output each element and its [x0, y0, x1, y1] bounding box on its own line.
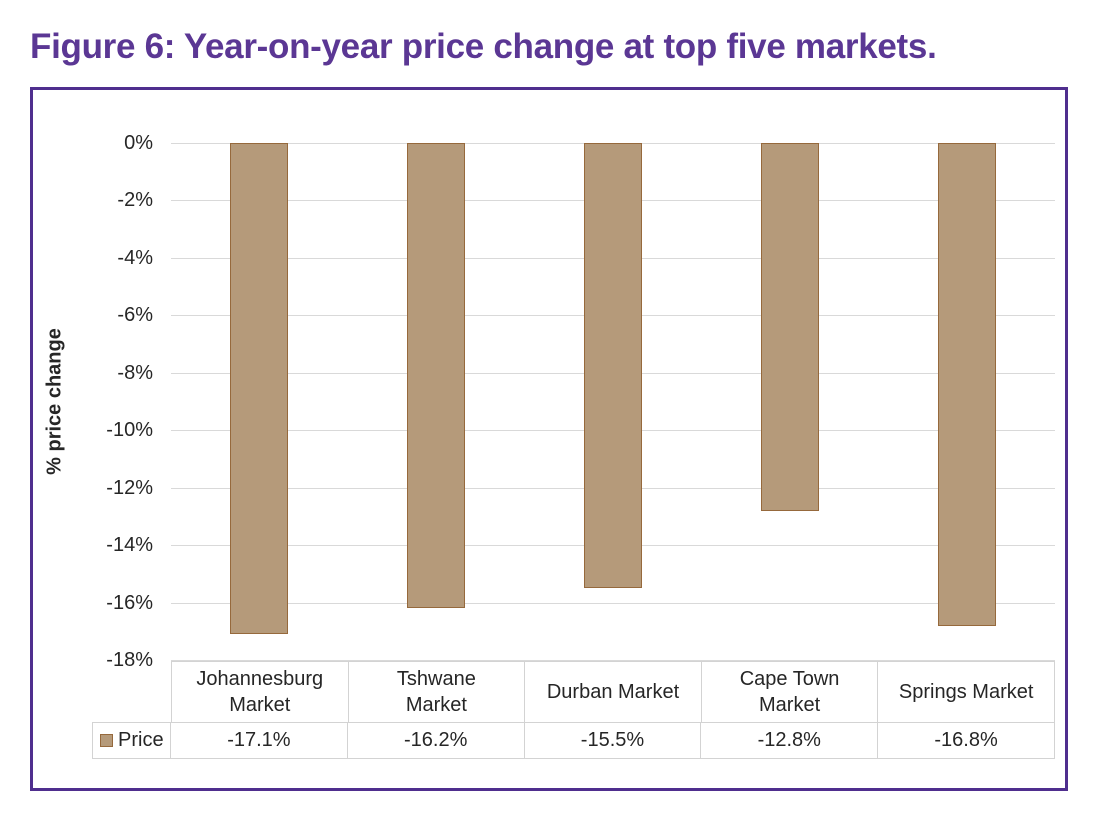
gridline — [171, 602, 1055, 604]
y-axis-title: % price change — [43, 328, 66, 475]
y-tick-label: -6% — [117, 304, 153, 327]
y-tick-label: -10% — [106, 419, 153, 442]
bar-durban-market — [584, 143, 642, 589]
y-axis-tick-labels: 0% -2% -4% -6% -8% -10% -12% -14% -16% -18% — [91, 132, 161, 671]
y-tick-label: -16% — [106, 591, 153, 614]
y-tick-label: -2% — [117, 189, 153, 212]
table-value-cell: -15.5% — [524, 722, 702, 759]
bar-johannesburg-market — [230, 143, 289, 635]
bar-cape-town-market — [760, 143, 819, 511]
table-header-cell: Cape Town Market — [702, 662, 879, 722]
bar-tshwane-market — [407, 143, 466, 609]
bar-springs-market — [937, 143, 996, 626]
y-tick-label: -14% — [106, 534, 153, 557]
table-value-cell: -16.2% — [347, 722, 525, 759]
legend-label: Price — [118, 729, 164, 751]
plot-area — [171, 143, 1055, 661]
table-header-cell: Durban Market — [525, 662, 702, 722]
y-tick-label: -12% — [106, 476, 153, 499]
y-tick-label: -18% — [106, 649, 153, 671]
table-header-cell: Springs Market — [878, 662, 1055, 722]
table-header-cell: Johannesburg Market — [172, 662, 349, 722]
table-value-cell: -17.1% — [171, 722, 348, 759]
data-table-header-row: Johannesburg Market Tshwane Market Durban … — [171, 661, 1055, 722]
y-tick-label: 0% — [124, 132, 153, 154]
figure-title: Figure 6: Year-on-year price change at t… — [30, 27, 937, 66]
chart-frame: % price change 0% -2% -4% -6% -8% -10% -12% -14… — [30, 87, 1068, 791]
y-tick-label: -8% — [117, 361, 153, 384]
table-value-cell: -16.8% — [878, 722, 1055, 759]
y-tick-label: -4% — [117, 246, 153, 269]
gridline — [171, 660, 1055, 661]
table-value-cell: -12.8% — [701, 722, 879, 759]
price-series-swatch-icon — [100, 734, 113, 747]
data-table-value-row: Price -17.1% -16.2% -15.5% -12.8% -16.8% — [92, 722, 1055, 759]
table-header-cell: Tshwane Market — [349, 662, 526, 722]
legend-cell: Price — [92, 722, 171, 759]
